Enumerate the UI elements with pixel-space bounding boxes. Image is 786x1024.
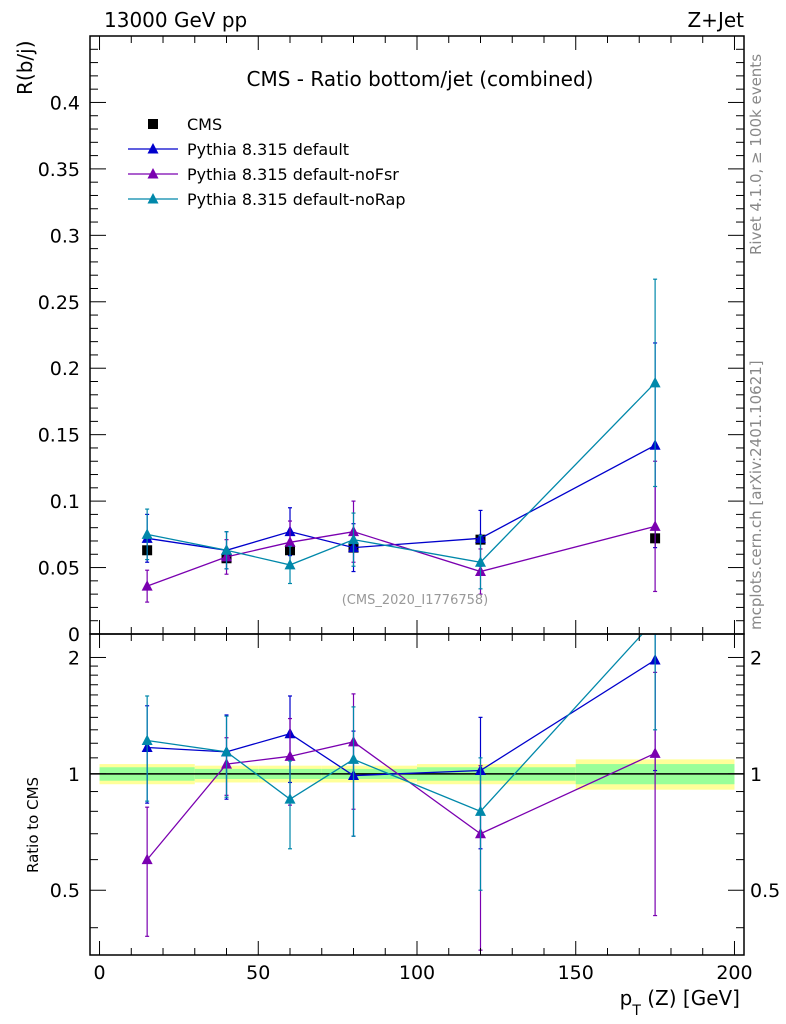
series-3-marker: [141, 528, 153, 539]
main-axes: 0 0.05 0.1 0.15 0.2 0.25 0.3 0.35 0.4: [38, 35, 745, 646]
series-2-line: [146, 525, 656, 587]
legend-cms-label: CMS: [187, 115, 222, 134]
legend-series-3-label: Pythia 8.315 default-noRap: [187, 190, 405, 209]
ratio-frame: [89, 633, 745, 956]
ratio-tick-label-left: 0.5: [50, 880, 80, 902]
ratio-tick-label-right: 0.5: [750, 880, 780, 902]
legend-series-2-label: Pythia 8.315 default-noFsr: [187, 165, 399, 184]
series-3-marker: [221, 544, 233, 555]
ratio-tick-label-right: 1: [750, 764, 762, 786]
process-label: Z+Jet: [687, 8, 744, 32]
x-tick-label: 200: [716, 962, 752, 984]
x-tick-label: 0: [93, 962, 105, 984]
x-tick-label: 100: [399, 962, 435, 984]
series-2-ratio-line: [146, 741, 656, 861]
ratio-tick-label-left: 2: [68, 647, 80, 669]
analysis-id: (CMS_2020_I1776758): [342, 593, 489, 608]
series-3-marker: [474, 556, 486, 567]
y-tick-label: 0: [68, 624, 80, 646]
series-3-ratio-marker: [221, 745, 233, 757]
x-axis-label-rest: (Z) [GeV]: [641, 986, 740, 1010]
chart-title: CMS - Ratio bottom/jet (combined): [247, 67, 594, 91]
x-tick-label: 150: [558, 962, 594, 984]
main-plot-panel: 0 0.05 0.1 0.15 0.2 0.25 0.3 0.35 0.4 CMS - Rati…: [38, 35, 745, 646]
series-3-ratio-line: [147, 634, 644, 813]
x-axis-label-sub: T: [631, 1003, 641, 1019]
series-2-ratio-marker: [284, 750, 296, 761]
ratio-tick-label-right: 2: [750, 647, 762, 669]
series-1-ratio-line: [147, 659, 656, 777]
mcplots-label: mcplots.cern.ch [arXiv:2401.10621]: [747, 360, 765, 630]
series-3-marker: [348, 533, 360, 545]
series-2-ratio-marker: [649, 747, 661, 758]
y-axis-label: R(b/j): [13, 41, 37, 96]
series-3-line: [147, 382, 656, 566]
main-series-group: [141, 278, 661, 603]
y-tick-label: 0.3: [50, 225, 80, 247]
series-3-marker: [284, 558, 296, 570]
energy-label: 13000 GeV pp: [104, 8, 247, 32]
y-tick-label: 0.4: [50, 92, 80, 114]
x-tick-label: 50: [246, 962, 270, 984]
series-1-line: [147, 444, 656, 551]
y-tick-label: 0.15: [38, 425, 80, 447]
legend-series-1-label: Pythia 8.315 default: [187, 140, 349, 159]
series-3-ratio-marker: [284, 793, 296, 804]
ratio-tick-label-left: 1: [68, 764, 80, 786]
y-tick-label: 0.05: [38, 558, 80, 580]
rivet-label: Rivet 4.1.0, ≥ 100k events: [747, 54, 765, 255]
legend-series-2-marker: [147, 168, 159, 179]
legend-cms-marker: [148, 119, 158, 129]
series-2-ratio-marker: [141, 853, 153, 865]
series-3-ratio-marker: [474, 805, 486, 816]
legend-series-1-marker: [147, 143, 159, 154]
x-axis-label: pT (Z) [GeV]: [620, 986, 740, 1019]
series-2-marker: [649, 520, 661, 531]
legend-series-3-marker: [147, 193, 159, 204]
series-3-ratio-marker: [348, 753, 360, 764]
legend: CMS Pythia 8.315 default Pythia 8.315 defa…: [128, 115, 405, 209]
ratio-series-group: [141, 634, 661, 951]
y-tick-label: 0.35: [38, 159, 80, 181]
x-axis-label-main: p: [620, 986, 633, 1010]
series-2-marker: [284, 536, 296, 547]
ratio-axes: 0 50 100 150 200 0.5 0.5 1 1 2 2: [50, 36, 780, 984]
y-tick-label: 0.25: [38, 292, 80, 314]
y-tick-label: 0.1: [50, 491, 80, 513]
y-tick-label: 0.2: [50, 358, 80, 380]
series-3-ratio-marker: [141, 734, 153, 745]
series-2-marker: [141, 580, 153, 591]
ratio-y-axis-label: Ratio to CMS: [24, 777, 42, 873]
series-3-marker: [649, 376, 661, 388]
ratio-plot-panel: 0 50 100 150 200 0.5 0.5 1 1 2 2: [50, 36, 780, 984]
